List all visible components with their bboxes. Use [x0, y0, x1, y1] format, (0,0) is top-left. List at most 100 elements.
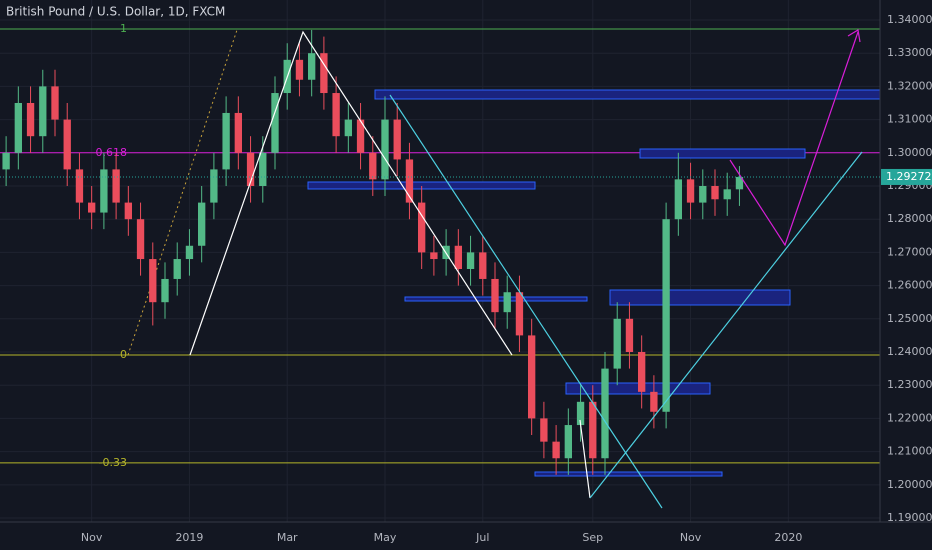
candle-body: [601, 368, 609, 459]
candle-body: [674, 179, 682, 220]
chart-title: British Pound / U.S. Dollar, 1D, FXCM: [6, 5, 225, 19]
candle-body: [63, 119, 71, 170]
candle-body: [405, 159, 414, 203]
y-tick-label: 1.31000: [887, 113, 932, 126]
candle-body: [259, 152, 267, 186]
candle-body: [369, 152, 377, 180]
fib-label: 0.618: [96, 146, 128, 159]
candle-body: [344, 119, 352, 137]
candle-body: [576, 401, 585, 426]
y-tick-label: 1.23000: [887, 378, 932, 391]
candle-body: [246, 152, 255, 186]
candle-body: [26, 102, 35, 137]
x-tick-label: 2019: [175, 531, 203, 544]
candle-body: [638, 352, 646, 392]
candle-body: [650, 391, 658, 412]
candle-body: [356, 119, 365, 153]
candle-body: [308, 53, 316, 80]
candle-body: [222, 112, 230, 170]
candle-body: [528, 335, 536, 419]
candle-body: [540, 418, 548, 442]
x-tick-label: Sep: [582, 531, 603, 544]
y-tick-label: 1.21000: [887, 445, 932, 458]
y-tick-label: 1.22000: [887, 411, 932, 424]
candle-body: [100, 169, 108, 213]
candle-body: [381, 119, 389, 180]
last-price-label: 1.29272: [886, 170, 932, 183]
x-tick-label: Nov: [81, 531, 103, 544]
y-tick-label: 1.30000: [887, 146, 932, 159]
candle-body: [430, 252, 438, 260]
candle-body: [479, 252, 487, 279]
fib-label: -0.33: [99, 456, 127, 469]
y-tick-label: 1.34000: [887, 13, 932, 26]
candle-body: [686, 179, 695, 203]
y-tick-label: 1.25000: [887, 312, 932, 325]
candle-body: [2, 152, 10, 170]
candle-body: [14, 102, 22, 153]
candle-body: [136, 219, 145, 260]
x-tick-label: Nov: [680, 531, 702, 544]
candle-body: [112, 169, 120, 203]
candle-body: [210, 169, 218, 203]
candle-body: [466, 252, 475, 270]
zone: [534, 471, 723, 477]
candle-body: [51, 86, 59, 120]
candle-body: [271, 93, 279, 153]
projection: [729, 31, 859, 247]
zone: [639, 148, 806, 159]
x-tick-label: Jul: [475, 531, 489, 544]
candle-body: [198, 202, 206, 246]
zone: [609, 289, 791, 306]
candle-body: [234, 112, 242, 153]
y-tick-label: 1.27000: [887, 245, 932, 258]
candle-body: [515, 292, 524, 336]
zone: [374, 89, 881, 100]
candle-body: [613, 318, 621, 369]
y-tick-label: 1.19000: [887, 511, 932, 524]
candle-body: [454, 245, 462, 270]
candle-body: [711, 185, 719, 200]
y-tick-label: 1.20000: [887, 478, 932, 491]
candle-body: [589, 401, 597, 459]
x-tick-label: Mar: [277, 531, 298, 544]
fib-label: 0: [120, 348, 127, 361]
arrow-head: [847, 29, 861, 43]
candle-body: [39, 86, 47, 137]
candle-body: [185, 245, 194, 260]
price-axis: [880, 0, 932, 550]
y-tick-label: 1.32000: [887, 79, 932, 92]
candle-body: [552, 441, 560, 459]
candle-body: [320, 53, 328, 94]
fib-label: 1: [120, 22, 127, 35]
candle-body: [625, 318, 634, 353]
x-tick-label: May: [374, 531, 397, 544]
last-price-box: [881, 168, 932, 185]
candle-body: [699, 185, 707, 203]
candle-body: [173, 259, 181, 279]
x-tick-label: 2020: [774, 531, 802, 544]
candle-body: [295, 59, 304, 80]
zigzag: [579, 419, 591, 499]
zigzag: [189, 30, 513, 356]
candle-body: [418, 202, 426, 253]
candle-body: [393, 119, 401, 160]
trend-line: [589, 151, 863, 499]
y-tick-label: 1.26000: [887, 279, 932, 292]
trend-line: [389, 94, 663, 509]
candle-body: [723, 189, 731, 200]
candle-body: [662, 219, 670, 412]
candle-body: [75, 169, 84, 203]
y-tick-label: 1.28000: [887, 212, 932, 225]
candle-body: [149, 259, 157, 303]
candle-body: [124, 202, 132, 220]
candle-body: [161, 278, 169, 303]
candle-body: [332, 93, 340, 137]
candle-body: [491, 278, 499, 313]
candle-body: [564, 425, 572, 459]
drawings-top: [189, 29, 863, 509]
trend-line: [127, 29, 238, 356]
candle-body: [735, 176, 744, 190]
